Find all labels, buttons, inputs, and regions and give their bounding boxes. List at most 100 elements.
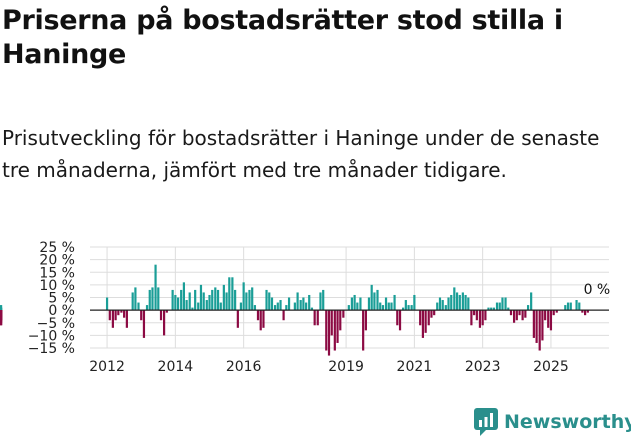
bar	[433, 310, 436, 316]
bar	[447, 297, 450, 311]
bar	[410, 305, 413, 311]
bar	[470, 310, 473, 326]
bar	[396, 310, 399, 326]
bar	[549, 310, 553, 331]
bar	[330, 310, 333, 336]
bar	[279, 300, 282, 311]
bar	[293, 302, 296, 311]
bar	[302, 297, 305, 311]
bar	[182, 282, 185, 311]
bar	[142, 310, 146, 338]
bar	[464, 294, 467, 311]
bar	[242, 282, 245, 311]
bar	[265, 289, 268, 311]
bar	[259, 310, 262, 331]
bar	[231, 277, 234, 311]
bar	[504, 297, 507, 311]
y-tick-label: 20 %	[39, 253, 75, 269]
bar	[438, 297, 442, 311]
bar	[498, 302, 501, 311]
bar	[379, 302, 382, 311]
x-tick-label: 2025	[533, 359, 569, 374]
x-tick-label: 2012	[89, 359, 125, 374]
bar	[512, 310, 516, 323]
bar	[310, 307, 314, 311]
bar	[270, 297, 274, 311]
bar	[370, 284, 373, 311]
bar	[180, 289, 183, 311]
bar	[199, 284, 203, 311]
latest-value-annotation: 0 %	[584, 282, 611, 298]
bar	[308, 294, 311, 311]
bar	[165, 310, 168, 313]
y-tick-label: −15 %	[28, 341, 75, 357]
bar	[117, 310, 120, 316]
bar	[0, 307, 3, 311]
bar	[245, 292, 248, 311]
bar	[176, 297, 180, 311]
bar	[273, 305, 277, 311]
bar	[444, 305, 447, 311]
bar	[214, 287, 217, 311]
bar	[287, 297, 291, 311]
bar	[188, 292, 191, 311]
bar	[367, 297, 371, 311]
bar	[359, 297, 362, 311]
bar	[114, 310, 117, 321]
bar	[202, 292, 205, 311]
bar	[515, 310, 518, 321]
bar	[327, 310, 331, 356]
bar	[404, 300, 407, 311]
bar	[376, 289, 379, 311]
bar	[555, 310, 558, 313]
bar	[222, 284, 225, 311]
newsworthy-logo-icon	[474, 408, 498, 436]
newsworthy-logo: Newsworthy	[474, 404, 631, 440]
bar	[362, 310, 365, 351]
bar	[393, 294, 396, 311]
bar	[282, 310, 285, 321]
bar	[339, 310, 342, 331]
bar	[492, 307, 496, 311]
bar	[162, 310, 166, 336]
bar	[501, 297, 504, 311]
bar	[225, 292, 228, 311]
bar	[461, 292, 464, 311]
bar	[191, 307, 194, 311]
bar	[458, 294, 461, 311]
bar	[285, 305, 288, 311]
bar	[248, 289, 251, 311]
bar	[234, 289, 237, 311]
bar	[364, 310, 367, 331]
bar	[137, 302, 140, 311]
y-tick-label: −5 %	[37, 316, 75, 332]
bar	[484, 310, 487, 321]
bar	[481, 310, 484, 326]
bar	[145, 305, 149, 311]
bar	[478, 310, 482, 328]
bar	[547, 310, 550, 328]
brand-name: Newsworthy	[504, 411, 631, 433]
bar	[390, 302, 393, 311]
bar	[350, 297, 353, 311]
y-tick-label: 15 %	[39, 265, 75, 281]
bar	[151, 287, 154, 311]
bar	[530, 292, 533, 311]
bar	[251, 287, 254, 311]
bar	[296, 292, 299, 311]
chart-subtitle: Prisutveckling för bostadsrätter i Hanin…	[2, 126, 600, 182]
bar	[131, 292, 134, 311]
bar	[276, 302, 279, 311]
bar	[105, 297, 109, 311]
bar	[325, 310, 328, 351]
bar	[134, 287, 137, 311]
bar	[239, 302, 243, 311]
bar	[125, 310, 128, 328]
bar	[584, 310, 587, 316]
bar	[538, 310, 541, 351]
bar	[373, 292, 376, 311]
bar	[148, 289, 151, 311]
x-tick-label: 2014	[158, 359, 194, 374]
bar	[419, 310, 422, 326]
bar	[236, 310, 239, 328]
